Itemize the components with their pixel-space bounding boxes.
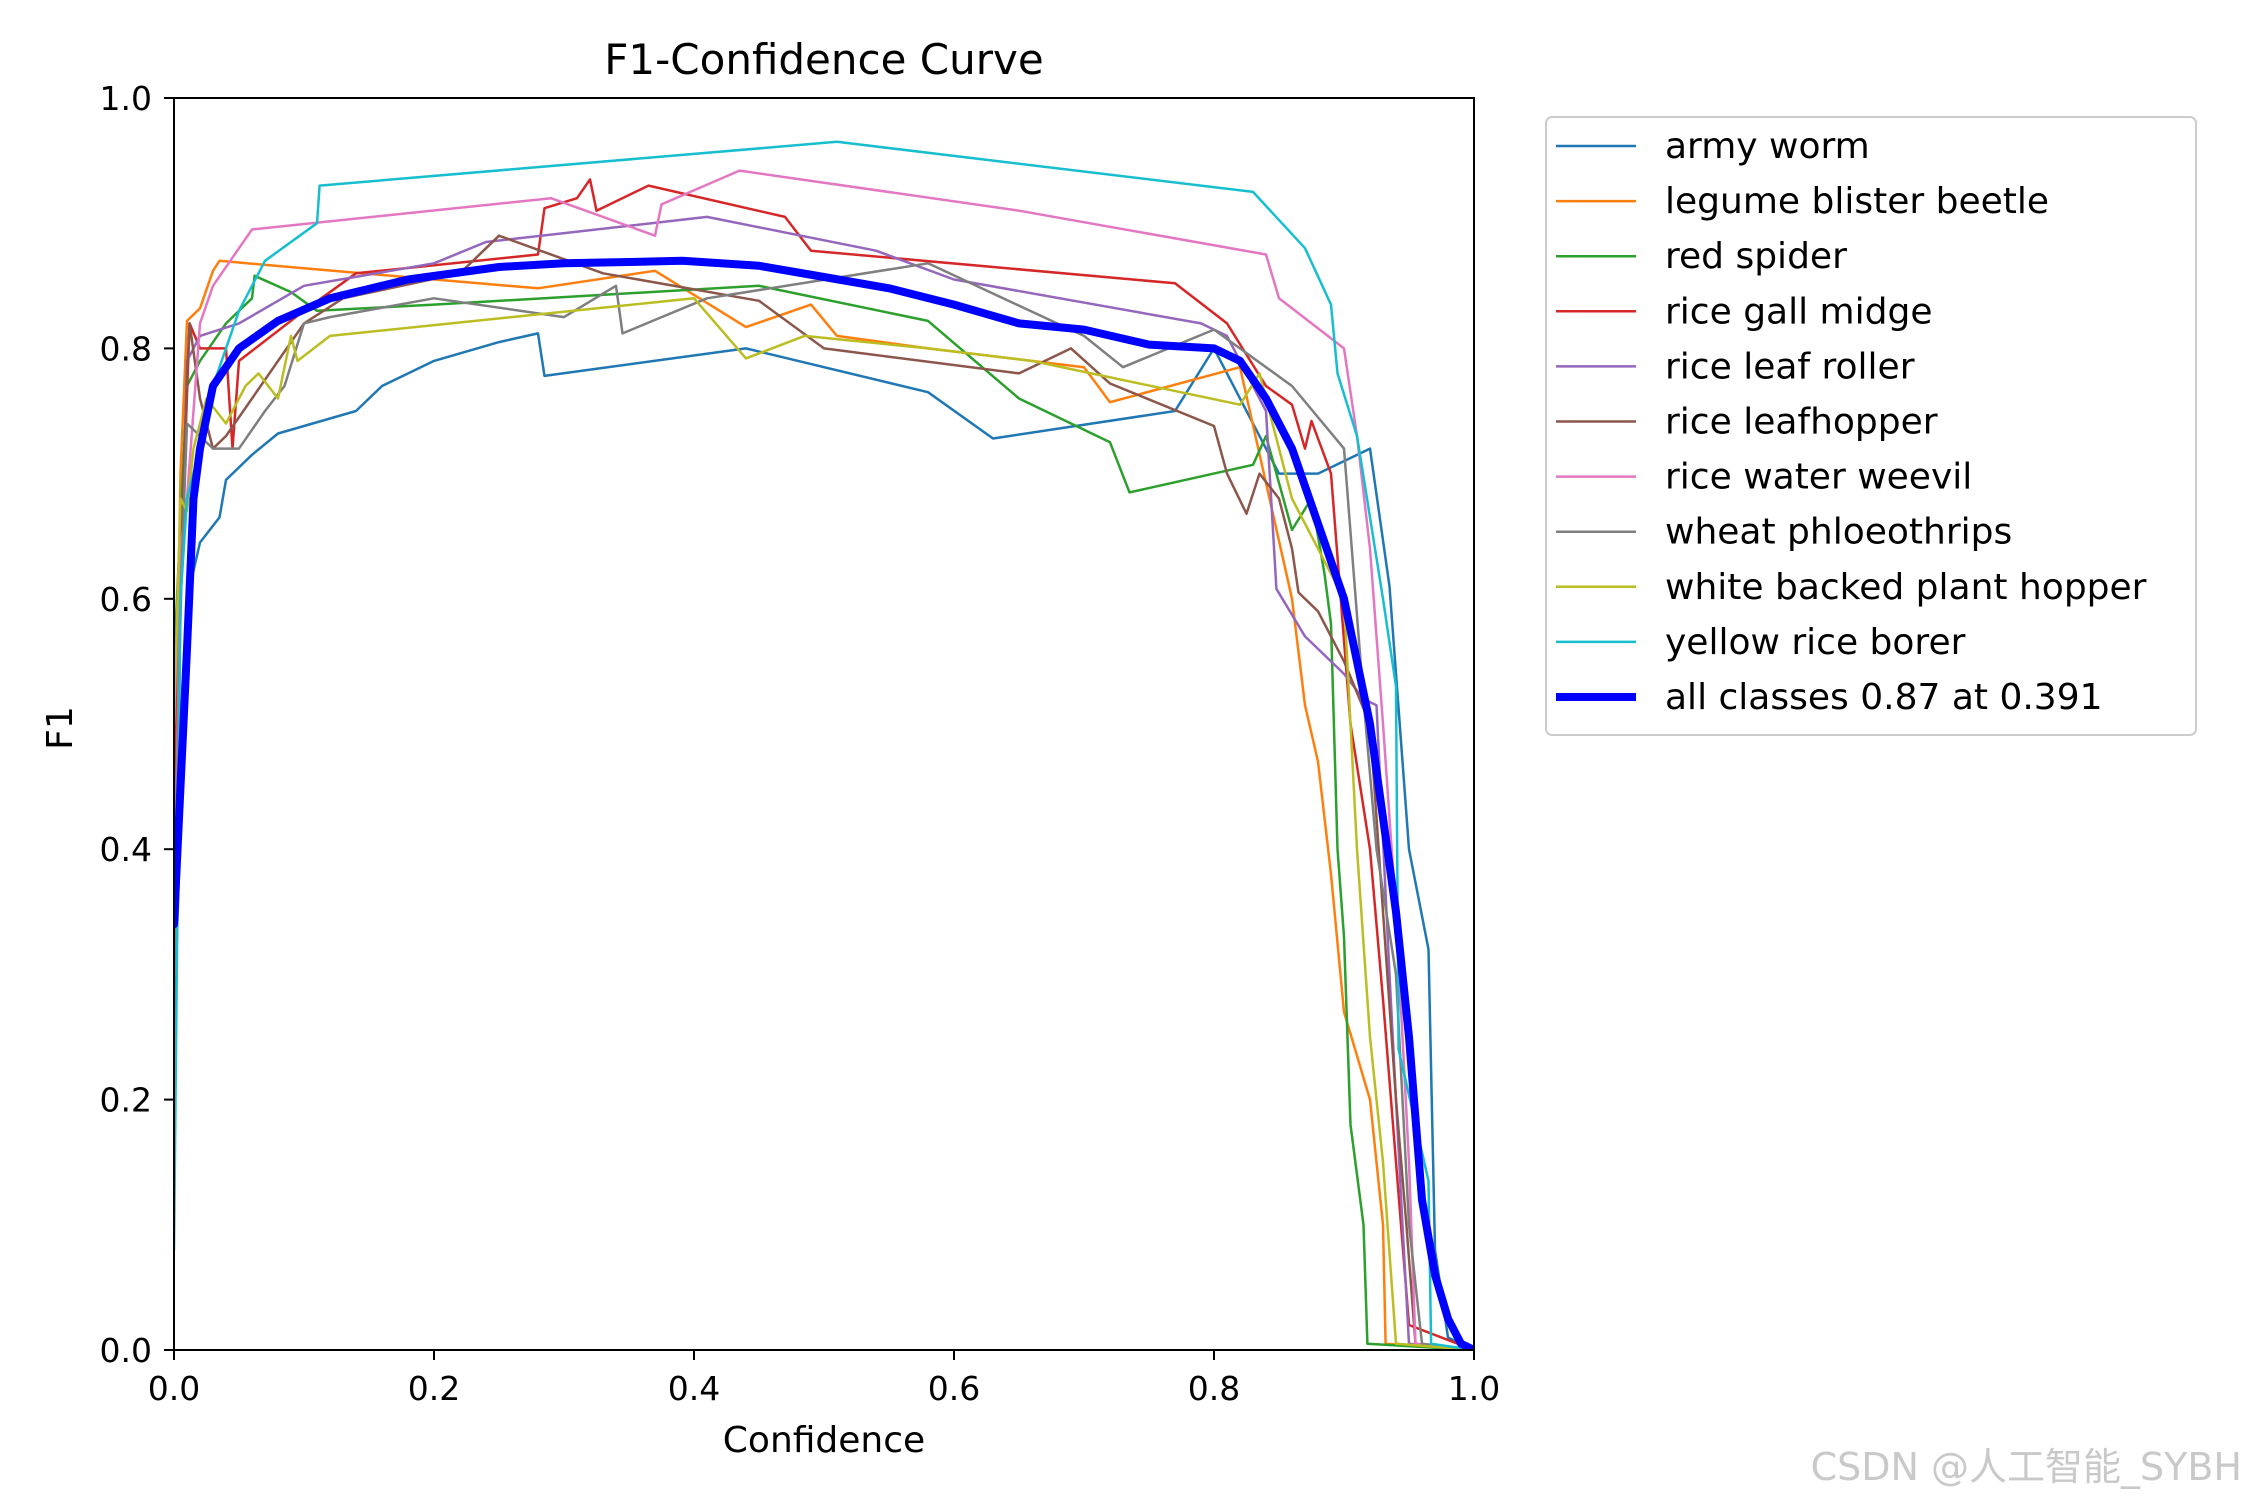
y-axis-label: F1 [40,706,81,750]
legend-label-9: yellow rice borer [1665,622,1966,663]
series-layer [174,140,1474,1350]
series-line-0 [174,332,1474,1350]
watermark: CSDN @人工智能_SYBH [1811,1445,2242,1489]
legend-label-0: army worm [1665,126,1870,167]
legend-label-5: rice leafhopper [1665,402,1938,443]
legend-label-4: rice leaf roller [1665,346,1915,387]
x-tick-label: 0.4 [668,1369,720,1408]
x-tick-label: 0.2 [408,1369,460,1408]
y-tick-label: 0.8 [100,329,152,368]
x-tick-label: 1.0 [1448,1369,1500,1408]
y-tick-label: 1.0 [100,79,152,118]
legend-label-8: white backed plant hopper [1665,567,2147,608]
series-line-8 [174,297,1474,1350]
legend-label-1: legume blister beetle [1665,181,2049,222]
y-tick-label: 0.2 [100,1081,152,1120]
legend-label-3: rice gall midge [1665,291,1932,332]
x-tick-label: 0.0 [148,1369,200,1408]
legend-label-2: red spider [1665,236,1847,277]
x-tick-label: 0.8 [1188,1369,1240,1408]
y-tick-label: 0.4 [100,830,152,869]
series-line-6 [174,169,1474,1350]
legend-box [1545,116,2197,736]
plot-area [173,97,1475,1351]
x-axis-label: Confidence [723,1420,925,1461]
x-tick-label: 0.6 [928,1369,980,1408]
y-tick-label: 0.0 [100,1331,152,1370]
chart-title: F1-Confidence Curve [604,35,1043,84]
x-axis-ticks: 0.0 0.2 0.4 0.6 0.8 1.0 [148,1350,1500,1408]
y-axis-ticks: 0.0 0.2 0.4 0.6 0.8 1.0 [100,79,174,1370]
legend-label-6: rice water weevil [1665,457,1972,498]
y-tick-label: 0.6 [100,580,152,619]
legend: army worm legume blister beetle red spider… [1545,116,2197,736]
legend-label-7: wheat phloeothrips [1665,512,2012,553]
series-line-10 [174,256,1474,1350]
plot-frame [173,97,1475,1351]
series-line-7 [174,262,1474,1350]
legend-label-10: all classes 0.87 at 0.391 [1665,677,2103,718]
series-line-2 [174,274,1474,1350]
